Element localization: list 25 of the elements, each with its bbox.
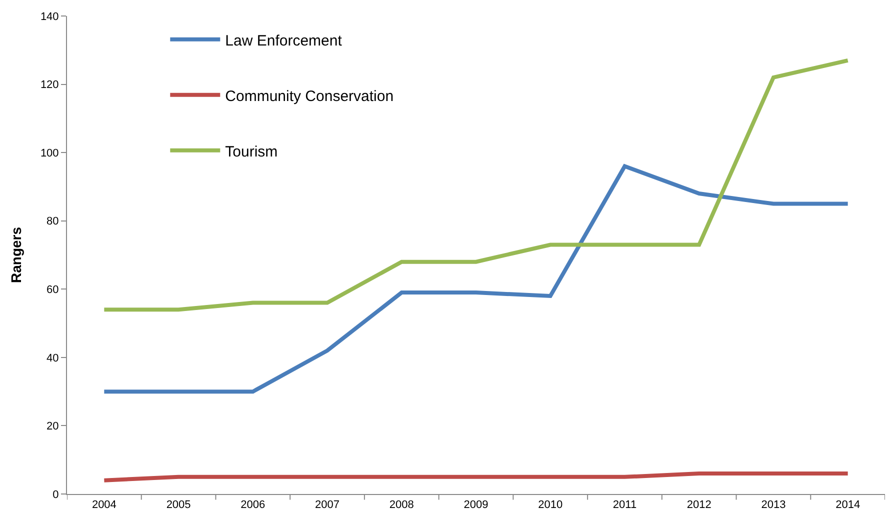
y-tick-label: 140 <box>40 10 59 23</box>
y-tick-label: 120 <box>40 79 59 92</box>
x-tick-label: 2006 <box>240 499 266 512</box>
y-tick-label: 60 <box>46 284 59 296</box>
legend-label: Law Enforcement <box>225 32 343 50</box>
x-tick-label: 2013 <box>761 499 786 512</box>
legend-label: Tourism <box>225 143 278 160</box>
x-tick-label: 2008 <box>389 499 414 512</box>
line-series <box>102 58 850 312</box>
x-tick-label: 2009 <box>464 499 488 512</box>
y-tick-label: 20 <box>46 420 59 433</box>
x-tick-label: 2007 <box>315 499 340 512</box>
y-tick-label: 100 <box>40 147 59 160</box>
x-tick-label: 2004 <box>92 499 116 512</box>
x-tick-label: 2011 <box>612 499 637 512</box>
y-axis-title: Rangers <box>8 226 24 284</box>
x-tick-label: 2010 <box>538 499 563 512</box>
line-series <box>102 164 850 394</box>
y-tick-label: 0 <box>52 488 59 501</box>
y-tick-label: 80 <box>46 216 59 228</box>
y-tick-label: 40 <box>46 352 59 364</box>
x-tick-label: 2014 <box>836 499 860 512</box>
legend-label: Community Conservation <box>225 88 394 105</box>
x-tick-label: 2005 <box>166 499 191 512</box>
x-tick-label: 2012 <box>686 499 712 512</box>
